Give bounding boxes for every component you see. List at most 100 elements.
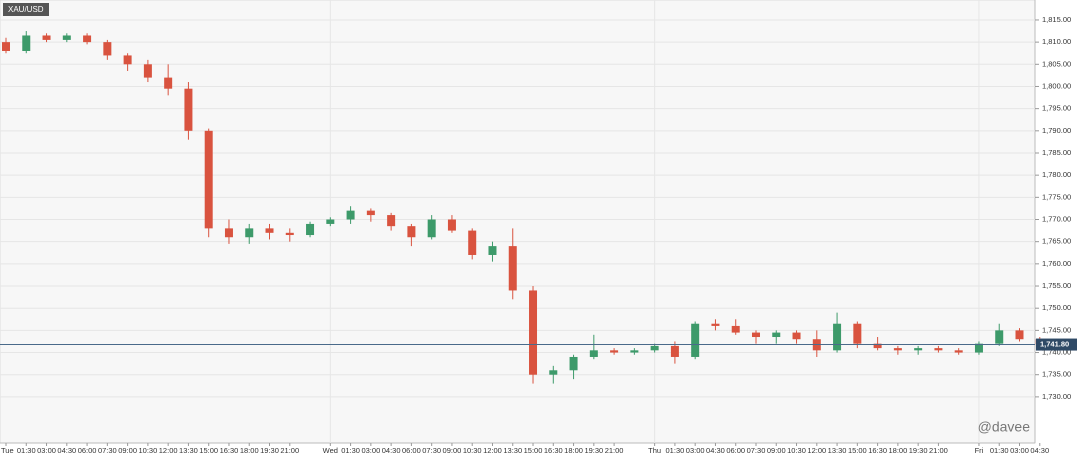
x-tick-label: 19:30 [909, 446, 928, 455]
chart-title: XAU/USD [8, 5, 44, 14]
x-tick-label: 13:30 [828, 446, 847, 455]
x-tick-label: 10:30 [463, 446, 482, 455]
candle-body [954, 350, 963, 353]
x-tick-label: Wed [323, 446, 338, 455]
x-tick-label: 15:00 [199, 446, 218, 455]
y-tick-label: 1,750.00 [1042, 303, 1071, 312]
y-tick-label: 1,810.00 [1042, 37, 1071, 46]
x-tick-label: 09:00 [118, 446, 137, 455]
y-tick-label: 1,740.00 [1042, 348, 1071, 357]
y-tick-label: 1,770.00 [1042, 214, 1071, 223]
y-tick-label: 1,755.00 [1042, 281, 1071, 290]
candle-body [42, 35, 51, 40]
candle-body [285, 232, 294, 236]
x-tick-label: 07:30 [98, 446, 117, 455]
y-tick-label: 1,760.00 [1042, 259, 1071, 268]
x-tick-label: Tue [1, 446, 14, 455]
x-tick-label: 18:00 [564, 446, 583, 455]
x-tick-label: 13:30 [179, 446, 198, 455]
x-tick-label: 06:00 [402, 446, 421, 455]
candle-body [630, 350, 639, 353]
y-tick-label: 1,815.00 [1042, 15, 1071, 24]
x-tick-label: 01:30 [990, 446, 1009, 455]
candle-body [751, 332, 760, 338]
x-tick-label: 04:30 [706, 446, 725, 455]
x-tick-label: 07:30 [422, 446, 441, 455]
candle-body [610, 350, 619, 353]
candle-body [792, 332, 801, 340]
candle-body [893, 348, 902, 351]
plot-area [0, 0, 1036, 444]
candle-body [306, 223, 315, 236]
candle-body [529, 290, 538, 375]
y-tick-label: 1,765.00 [1042, 237, 1071, 246]
y-tick-label: 1,735.00 [1042, 370, 1071, 379]
x-tick-label: 12:00 [807, 446, 826, 455]
x-tick-label: 16:30 [868, 446, 887, 455]
candle-body [691, 323, 700, 357]
candle-body [204, 130, 213, 229]
x-tick-label: 18:00 [240, 446, 259, 455]
candle-body [670, 345, 679, 357]
candle-body [1015, 330, 1024, 340]
x-tick-label: 15:00 [848, 446, 867, 455]
candle-body [366, 210, 375, 216]
y-tick-label: 1,745.00 [1042, 325, 1071, 334]
x-tick-label: 21:00 [605, 446, 624, 455]
candle-body [549, 370, 558, 375]
candle-body [326, 219, 335, 224]
x-tick-label: 01:30 [17, 446, 36, 455]
x-tick-label: 12:00 [483, 446, 502, 455]
x-tick-label: Thu [648, 446, 661, 455]
y-tick-label: 1,800.00 [1042, 81, 1071, 90]
candle-body [873, 343, 882, 349]
x-tick-label: 03:00 [37, 446, 56, 455]
x-tick-label: 16:30 [220, 446, 239, 455]
current-price-label: 1,741.80 [1040, 340, 1069, 349]
x-tick-label: 21:00 [929, 446, 948, 455]
candle-body [346, 210, 355, 220]
y-tick-label: 1,775.00 [1042, 192, 1071, 201]
x-tick-label: 21:00 [280, 446, 299, 455]
candle-body [833, 323, 842, 351]
candle-body [650, 345, 659, 351]
candle-body [143, 64, 152, 78]
candle-body [508, 246, 517, 291]
candle-body [123, 55, 132, 65]
candle-body [853, 323, 862, 344]
candle-body [427, 219, 436, 238]
y-tick-label: 1,790.00 [1042, 126, 1071, 135]
x-tick-label: 10:30 [787, 446, 806, 455]
candle-body [468, 230, 477, 255]
candle-body [772, 332, 781, 338]
candle-body [488, 246, 497, 255]
x-tick-label: 12:00 [159, 446, 178, 455]
x-tick-label: 09:00 [767, 446, 786, 455]
x-tick-label: 19:30 [260, 446, 279, 455]
x-tick-label: 06:00 [726, 446, 745, 455]
candle-body [22, 35, 31, 51]
x-tick-label: 18:00 [888, 446, 907, 455]
candle-body [103, 42, 112, 56]
candle-body [589, 350, 598, 357]
x-tick-label: 04:30 [382, 446, 401, 455]
candle-body [387, 215, 396, 227]
candle-body [974, 343, 983, 353]
x-tick-label: 07:30 [747, 446, 766, 455]
x-tick-label: 03:00 [361, 446, 380, 455]
current-price-box [1036, 338, 1077, 351]
y-tick-label: 1,780.00 [1042, 170, 1071, 179]
candle-body [447, 219, 456, 231]
watermark: @davee [978, 419, 1031, 435]
candle-body [62, 35, 71, 40]
candle-body [265, 228, 274, 233]
x-tick-label: 19:30 [584, 446, 603, 455]
x-tick-label: 16:30 [544, 446, 563, 455]
candle-body [2, 42, 10, 51]
x-tick-label: 03:00 [686, 446, 705, 455]
x-tick-label: 01:30 [341, 446, 360, 455]
x-tick-label: 10:30 [138, 446, 157, 455]
x-tick-label: 06:00 [78, 446, 97, 455]
